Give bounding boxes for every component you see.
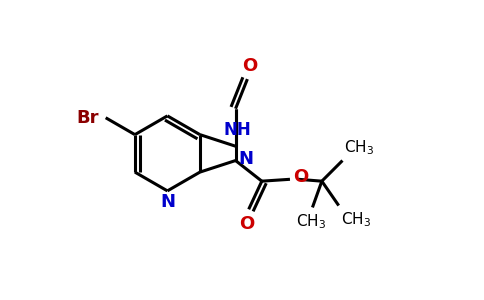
Text: N: N bbox=[239, 150, 254, 168]
Text: CH$_3$: CH$_3$ bbox=[341, 210, 371, 229]
Text: N: N bbox=[160, 193, 175, 211]
Text: O: O bbox=[242, 57, 257, 75]
Text: O: O bbox=[239, 215, 255, 233]
Text: O: O bbox=[293, 168, 308, 186]
Text: CH$_3$: CH$_3$ bbox=[296, 212, 326, 231]
Text: Br: Br bbox=[76, 109, 99, 127]
Text: NH: NH bbox=[224, 122, 251, 140]
Text: CH$_3$: CH$_3$ bbox=[344, 138, 375, 157]
